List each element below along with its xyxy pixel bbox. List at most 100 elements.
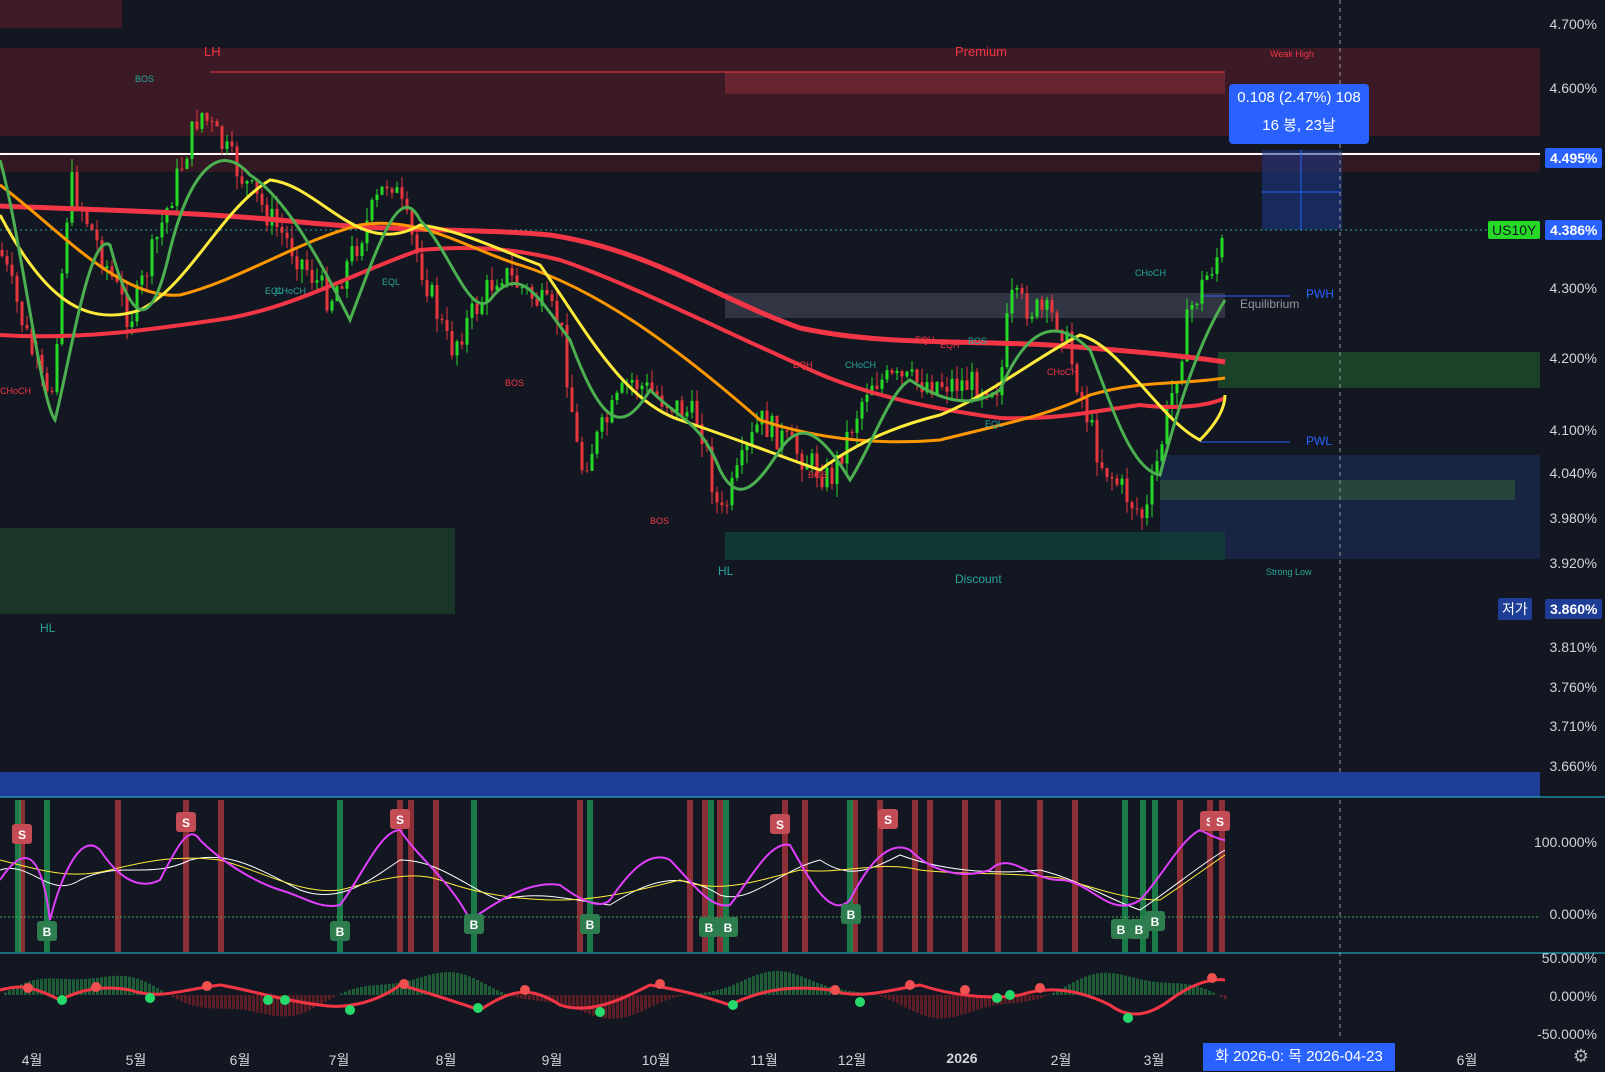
sell-signal-bar bbox=[1072, 800, 1078, 952]
candle-body bbox=[1175, 383, 1179, 394]
candle-body bbox=[620, 382, 624, 393]
candle-body bbox=[520, 287, 524, 289]
momentum-bar bbox=[892, 995, 895, 1002]
candle-body bbox=[170, 205, 174, 209]
sell-signal-bar bbox=[1207, 800, 1213, 952]
candle-body bbox=[695, 400, 699, 425]
candle-body bbox=[1015, 287, 1019, 290]
candle-body bbox=[940, 382, 944, 387]
candle-body bbox=[835, 454, 839, 484]
momentum-bar bbox=[900, 995, 903, 1006]
momentum-bar bbox=[588, 995, 591, 1015]
pwh-label: PWH bbox=[1306, 287, 1334, 301]
momentum-bar bbox=[912, 995, 915, 1012]
candle-body bbox=[975, 371, 979, 399]
momentum-bar bbox=[1124, 975, 1127, 995]
momentum-bar bbox=[1120, 974, 1123, 995]
sell-marker-label: S bbox=[776, 818, 784, 832]
candle-body bbox=[1090, 419, 1094, 423]
momentum-bar bbox=[428, 974, 431, 995]
eql-label: EQL bbox=[265, 286, 283, 296]
candle-body bbox=[840, 454, 844, 464]
momentum-bar bbox=[8, 990, 11, 995]
momentum-bar bbox=[580, 995, 583, 1012]
candle-body bbox=[510, 268, 514, 276]
buy-marker-label: B bbox=[847, 908, 856, 922]
measure-tooltip[interactable]: 0.108 (2.47%) 108 16 봉, 23날 bbox=[1229, 84, 1369, 144]
momentum-bar bbox=[492, 988, 495, 995]
candle-body bbox=[805, 465, 809, 470]
candle-body bbox=[130, 321, 134, 328]
momentum-dot bbox=[399, 979, 409, 989]
candle-body bbox=[640, 385, 644, 390]
candle-body bbox=[155, 237, 159, 240]
momentum-bar bbox=[236, 995, 239, 1010]
price-tick: 3.920% bbox=[1549, 555, 1597, 571]
candle-body bbox=[555, 300, 559, 323]
momentum-bar bbox=[560, 995, 563, 1005]
candle-body bbox=[665, 406, 669, 408]
candle-body bbox=[725, 505, 729, 507]
eql-label: EQL bbox=[382, 277, 400, 287]
candle-body bbox=[905, 371, 909, 377]
candle-body bbox=[455, 341, 459, 356]
candle-body bbox=[375, 194, 379, 201]
momentum-bar bbox=[624, 995, 627, 1018]
candle-body bbox=[970, 371, 974, 390]
momentum-bar bbox=[300, 995, 303, 1014]
month-label: 8월 bbox=[435, 1052, 457, 1068]
low-tag: 저가 bbox=[1498, 598, 1532, 620]
momentum-bar bbox=[12, 988, 15, 995]
buy-marker-label: B bbox=[586, 918, 595, 932]
year-label: 2026 bbox=[946, 1050, 978, 1066]
momentum-bar bbox=[976, 995, 979, 1010]
candle-body bbox=[1155, 461, 1159, 476]
momentum-bar bbox=[224, 995, 227, 1009]
momentum-bar bbox=[1200, 987, 1203, 995]
sell-signal-bar bbox=[962, 800, 968, 952]
candle-body bbox=[1190, 305, 1194, 310]
momentum-bar bbox=[748, 977, 751, 995]
ema-green-line bbox=[0, 159, 1227, 491]
candle-body bbox=[430, 285, 434, 297]
momentum-bar bbox=[1208, 990, 1211, 995]
candle-body bbox=[685, 412, 689, 417]
month-label: 6월 bbox=[1456, 1052, 1478, 1068]
candle-body bbox=[810, 453, 814, 466]
sell-signal-bar bbox=[852, 800, 858, 952]
momentum-bar bbox=[60, 978, 63, 995]
candle-body bbox=[1220, 238, 1224, 258]
candle-body bbox=[900, 371, 904, 377]
candle-body bbox=[305, 259, 309, 271]
momentum-bar bbox=[384, 984, 387, 995]
candle-body bbox=[165, 208, 169, 223]
price-axis[interactable]: 4.700% 4.600% 4.300% 4.200% 4.100% 4.040… bbox=[1534, 0, 1605, 1072]
momentum-bar bbox=[1212, 992, 1215, 995]
momentum-bar bbox=[564, 995, 567, 1006]
candle-body bbox=[485, 280, 489, 303]
price-tick: 3.660% bbox=[1549, 758, 1597, 774]
candle-body bbox=[825, 467, 829, 488]
momentum-bar bbox=[612, 995, 615, 1019]
eqh-label: EQH bbox=[940, 340, 960, 350]
order-block-zone bbox=[1218, 352, 1540, 388]
candle-body bbox=[545, 290, 549, 295]
mom-tick: -50.000% bbox=[1537, 1026, 1597, 1042]
momentum-dot bbox=[992, 993, 1002, 1003]
momentum-dot bbox=[1035, 983, 1045, 993]
candle-body bbox=[780, 430, 784, 450]
candle-body bbox=[820, 476, 824, 488]
sell-marker bbox=[12, 824, 32, 844]
momentum-bar bbox=[260, 995, 263, 1014]
candle-body bbox=[1060, 330, 1064, 342]
candle-body bbox=[580, 441, 584, 471]
mom-tick: 50.000% bbox=[1541, 950, 1597, 966]
momentum-bar bbox=[356, 987, 359, 995]
candle-body bbox=[380, 186, 384, 195]
momentum-bar bbox=[388, 984, 391, 995]
candle-body bbox=[890, 370, 894, 374]
settings-icon[interactable]: ⚙ bbox=[1572, 1046, 1590, 1066]
momentum-bar bbox=[952, 995, 955, 1018]
time-axis[interactable]: 4월 5월 6월 7월 8월 9월 10월 11월 12월 2026 2월 3월… bbox=[0, 1044, 1540, 1072]
